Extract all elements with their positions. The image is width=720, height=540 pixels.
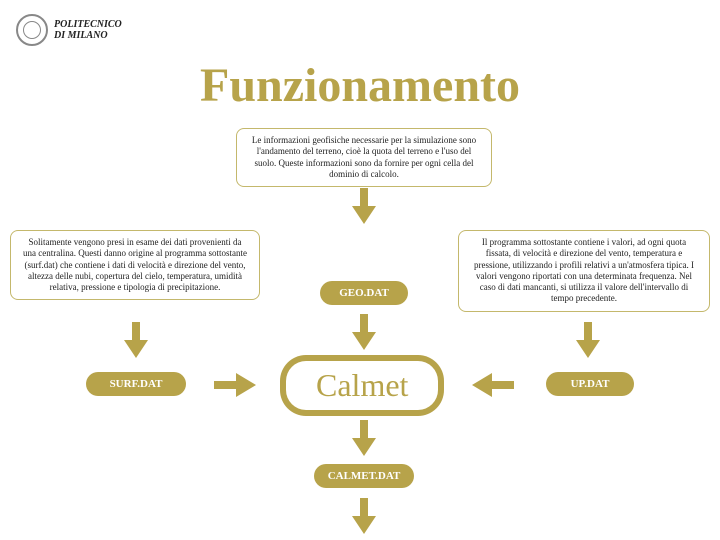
calmet-node: Calmet <box>280 355 444 416</box>
arrow-down-icon <box>350 420 378 461</box>
institution-line1: POLITECNICO <box>54 19 122 30</box>
arrow-down-icon <box>574 322 602 363</box>
calmet-label: Calmet <box>286 361 438 410</box>
geo-dat-node: GEO.DAT <box>320 281 408 305</box>
arrow-down-icon <box>122 322 150 363</box>
page-title: Funzionamento <box>200 58 520 113</box>
institution-seal <box>16 14 48 46</box>
calmet-dat-node: CALMET.DAT <box>314 464 414 488</box>
left-description-box: Solitamente vengono presi in esame dei d… <box>10 230 260 300</box>
institution-line2: DI MILANO <box>54 30 122 41</box>
surf-dat-node: SURF.DAT <box>86 372 186 396</box>
arrow-down-icon <box>350 314 378 355</box>
right-description-box: Il programma sottostante contiene i valo… <box>458 230 710 312</box>
institution-header: POLITECNICO DI MILANO <box>16 14 122 46</box>
institution-name: POLITECNICO DI MILANO <box>54 19 122 41</box>
arrow-down-icon <box>350 498 378 539</box>
arrow-down-icon <box>350 188 378 229</box>
arrow-left-icon <box>472 371 514 404</box>
up-dat-node: UP.DAT <box>546 372 634 396</box>
arrow-right-icon <box>214 371 256 404</box>
top-description-box: Le informazioni geofisiche necessarie pe… <box>236 128 492 187</box>
